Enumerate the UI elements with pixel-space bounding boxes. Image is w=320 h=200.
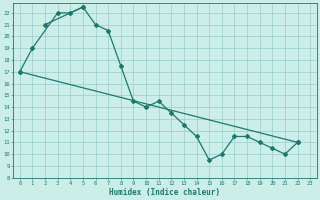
X-axis label: Humidex (Indice chaleur): Humidex (Indice chaleur) bbox=[109, 188, 220, 197]
